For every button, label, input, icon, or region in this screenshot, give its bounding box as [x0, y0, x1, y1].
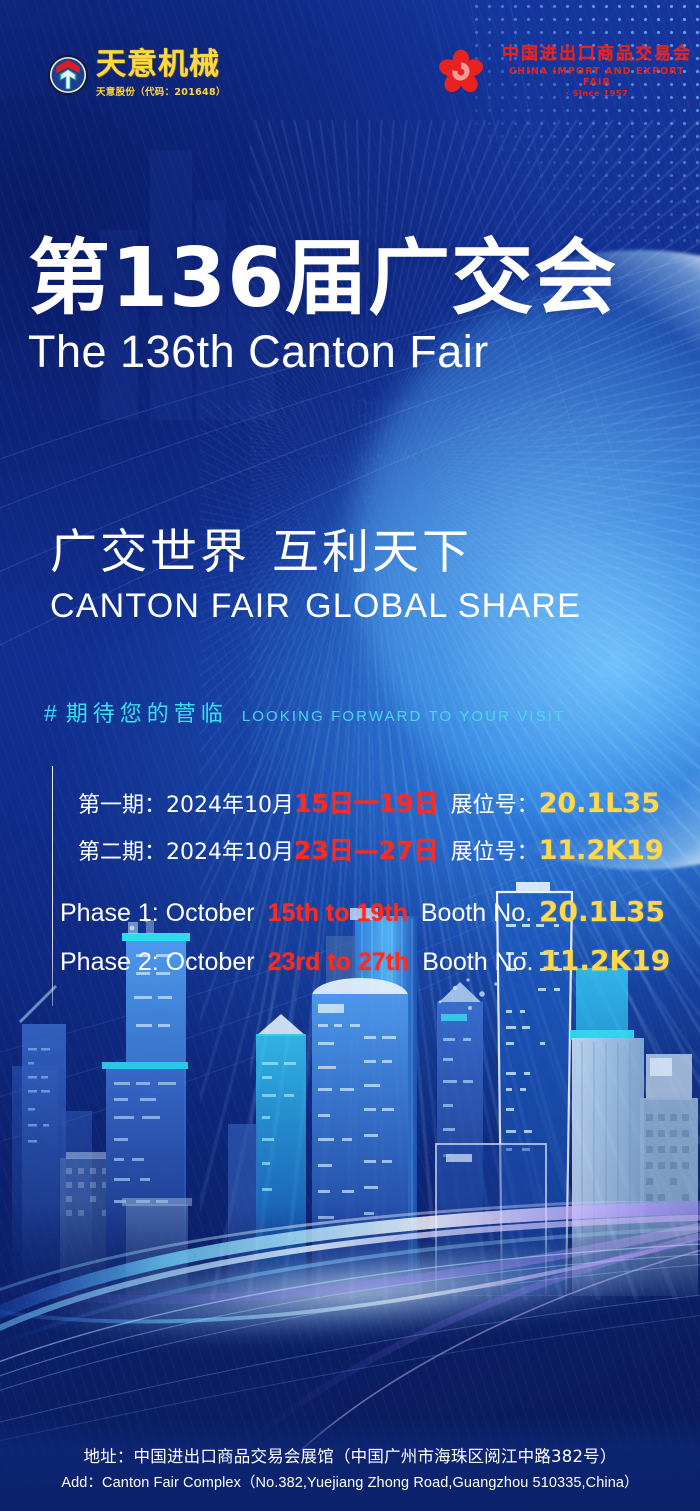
- phase-date-cn: 2024年10月: [166, 793, 294, 818]
- slogan-en-part2: GLOBAL SHARE: [305, 586, 581, 625]
- company-name: 天意机械: [96, 47, 220, 82]
- phase-days-cn: 23日—27日: [294, 836, 439, 865]
- slogan-cn-part1: 广交世界: [50, 525, 250, 580]
- phase-days-en: 23rd to 27th: [267, 948, 410, 976]
- slogan-en-part1: CANTON FAIR: [50, 586, 292, 625]
- fair-name-en: CHINA IMPORT AND EXPORT FAIR: [509, 65, 685, 88]
- address-en: Add：Canton Fair Complex（No.382,Yuejiang …: [61, 1475, 639, 1492]
- slogan-cn-part2: 互利天下: [272, 525, 472, 580]
- light-streak-curves: [0, 1201, 700, 1451]
- booth-number-en: 20.1L35: [539, 895, 665, 928]
- hashtag-text-en: LOOKING FORWARD TO YOUR VISIT: [241, 708, 566, 725]
- slogan-cn: 广交世界 互利天下: [50, 525, 670, 580]
- slogan-block: 广交世界 互利天下 CANTON FAIR GLOBAL SHARE: [50, 525, 670, 625]
- page-title-en: The 136th Canton Fair: [28, 326, 489, 377]
- schedule-list-cn: 第一期：2024年10月15日一19日 展位号：20.1L35 第二期：2024年…: [78, 790, 678, 884]
- phase-date-cn: 2024年10月: [166, 840, 294, 865]
- schedule-row-en: Phase 1: October 15th to 19th Booth No. 20.…: [60, 898, 700, 926]
- company-stock-code: 天意股份（代码：201648）: [96, 87, 226, 98]
- page-title-cn: 第136届广交会: [28, 231, 618, 326]
- hash-icon: #: [44, 700, 57, 726]
- tianyi-emblem-icon: [47, 54, 89, 96]
- booth-number-cn: 11.2K19: [538, 835, 664, 866]
- fair-name-cn: 中国进出口商品交易会: [502, 44, 692, 64]
- phase-label-en: Phase 1: October: [60, 899, 255, 927]
- footer-address-block: 地址：中国进出口商品交易会展馆（中国广州市海珠区阅江中路382号） Add：Ca…: [0, 1446, 700, 1493]
- background-dot-matrix: [470, 0, 700, 250]
- footer-band: [0, 1416, 700, 1511]
- hashtag-row: # 期待您的菅临 LOOKING FORWARD TO YOUR VISIT: [44, 696, 565, 728]
- fair-since-label: · Since 1957: [565, 88, 629, 98]
- schedule-row-en: Phase 2: October 23rd to 27th Booth No. 11.…: [60, 947, 700, 975]
- booth-label-en: Booth No.: [422, 948, 534, 976]
- slogan-en: CANTON FAIR GLOBAL SHARE: [50, 586, 670, 625]
- schedule-row-cn: 第二期：2024年10月23日—27日 展位号：11.2K19: [78, 837, 678, 864]
- phase-days-en: 15th to 19th: [267, 899, 408, 927]
- booth-label-cn: 展位号：: [450, 840, 539, 865]
- city-skyline-background: [100, 150, 274, 420]
- canton-fair-flower-icon: [439, 49, 483, 92]
- phase-label-cn: 第二期：: [78, 840, 167, 865]
- canton-fair-logo: 中国进出口商品交易会 CHINA IMPORT AND EXPORT FAIR …: [437, 44, 700, 98]
- phase-label-cn: 第一期：: [78, 793, 167, 818]
- booth-number-en: 11.2K19: [540, 944, 671, 977]
- phase-days-cn: 15日一19日: [294, 789, 439, 818]
- phase-label-en: Phase 2: October: [60, 948, 255, 976]
- registered-mark-icon: ®: [140, 52, 147, 62]
- hashtag-text-cn: 期待您的菅临: [65, 702, 228, 727]
- light-streak-band: [0, 1201, 700, 1451]
- booth-label-cn: 展位号：: [450, 793, 539, 818]
- booth-label-en: Booth No.: [420, 899, 533, 927]
- title-block: 第136届广交会 The 136th Canton Fair: [28, 231, 668, 377]
- poster-header: 天意机械 ® 天意股份（代码：201648）: [0, 0, 700, 130]
- booth-number-cn: 20.1L35: [538, 788, 661, 819]
- company-logo: 天意机械 ® 天意股份（代码：201648）: [47, 50, 226, 98]
- schedule-row-cn: 第一期：2024年10月15日一19日 展位号：20.1L35: [78, 790, 678, 817]
- address-cn: 地址：中国进出口商品交易会展馆（中国广州市海珠区阅江中路382号）: [83, 1446, 617, 1466]
- schedule-vertical-rule: [52, 766, 53, 1006]
- schedule-list-en: Phase 1: October 15th to 19th Booth No. 20.…: [60, 898, 700, 996]
